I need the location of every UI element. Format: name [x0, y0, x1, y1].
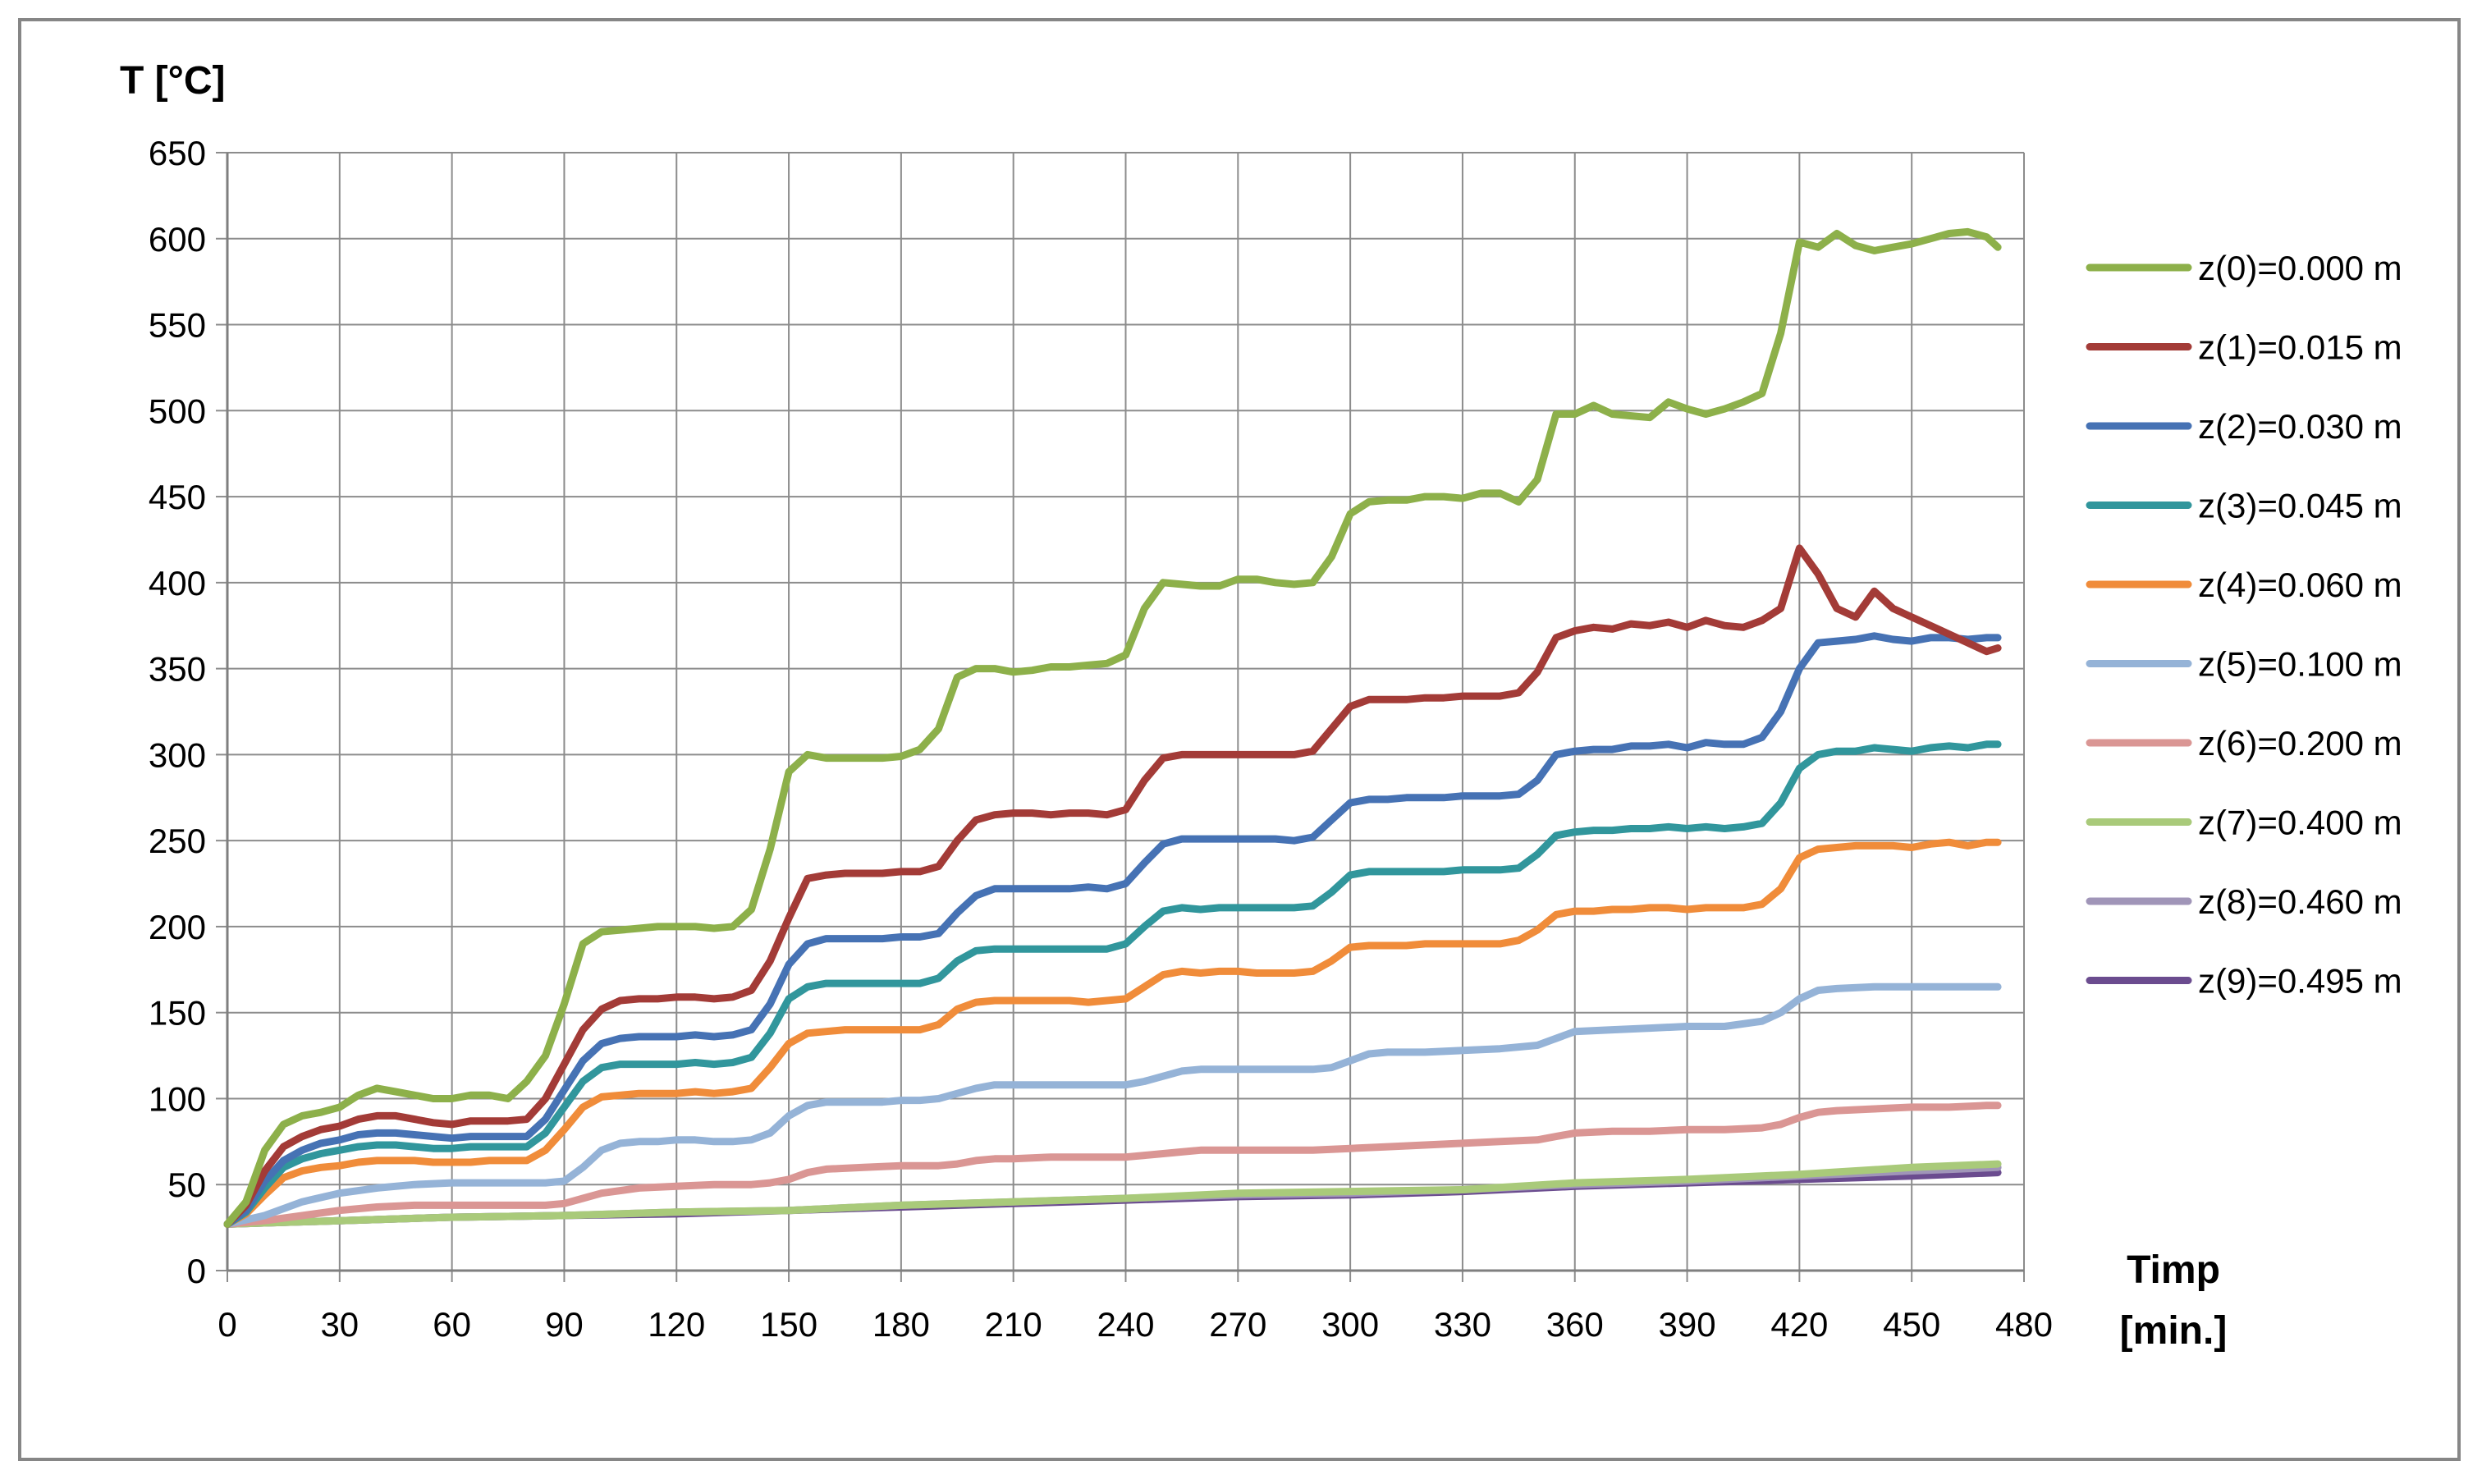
x-tick-label: 450	[1883, 1305, 1940, 1344]
legend-label-z7: z(7)=0.400 m	[2198, 804, 2402, 842]
y-tick-label: 650	[149, 134, 206, 172]
x-tick-label: 270	[1209, 1305, 1266, 1344]
y-tick-labels: 0 50 100 150 200 250 300 350 400 450 500 550 600 650	[149, 134, 206, 1290]
chart-frame: 0 50 100 150 200 250 300 350 400 450 500 550 600 650 …	[18, 18, 2461, 1461]
legend-label-z6: z(6)=0.200 m	[2198, 724, 2402, 763]
x-tick-label: 90	[545, 1305, 584, 1344]
x-tick-labels: 0 30 60 90 120 150 180 210 240 270 300 330 360 390 420…	[218, 1305, 2053, 1344]
legend-label-z0: z(0)=0.000 m	[2198, 249, 2402, 287]
x-tick-label: 60	[433, 1305, 471, 1344]
series-line-z3	[223, 740, 2002, 1228]
series-line-z4	[223, 838, 2002, 1228]
x-tick-label: 0	[218, 1305, 236, 1344]
legend: z(0)=0.000 m z(1)=0.015 m z(2)=0.030 m z(3)…	[2086, 249, 2402, 1001]
y-axis-title: T [°C]	[120, 59, 225, 103]
y-tick-label: 250	[149, 822, 206, 860]
legend-label-z1: z(1)=0.015 m	[2198, 328, 2402, 367]
x-tick-label: 120	[648, 1305, 705, 1344]
y-tick-label: 50	[167, 1166, 206, 1204]
series-line-z0	[223, 227, 2002, 1228]
y-tick-label: 350	[149, 650, 206, 689]
x-axis-unit: [min.]	[2120, 1309, 2228, 1353]
y-tick-label: 300	[149, 735, 206, 774]
y-tick-label: 450	[149, 478, 206, 516]
x-tick-label: 420	[1770, 1305, 1828, 1344]
y-tick-label: 550	[149, 306, 206, 345]
axes	[216, 152, 2025, 1282]
x-tick-label: 30	[320, 1305, 359, 1344]
y-tick-label: 400	[149, 564, 206, 602]
x-tick-label: 240	[1097, 1305, 1154, 1344]
legend-label-z8: z(8)=0.460 m	[2198, 882, 2402, 921]
y-tick-label: 0	[187, 1252, 206, 1290]
legend-label-z5: z(5)=0.100 m	[2198, 645, 2402, 684]
legend-label-z4: z(4)=0.060 m	[2198, 566, 2402, 604]
legend-label-z3: z(3)=0.045 m	[2198, 487, 2402, 525]
gridlines	[227, 152, 2025, 1271]
series-line-z7	[223, 1160, 2002, 1228]
series-lines	[223, 227, 2002, 1228]
x-tick-label: 330	[1434, 1305, 1491, 1344]
line-chart: 050100150200250300350400450500550600650 …	[120, 59, 2402, 1353]
legend-label-z9: z(9)=0.495 m	[2198, 962, 2402, 1001]
x-tick-label: 150	[760, 1305, 817, 1344]
x-tick-label: 360	[1546, 1305, 1604, 1344]
x-axis-title: Timp	[2127, 1248, 2220, 1292]
x-tick-label: 480	[1995, 1305, 2053, 1344]
y-tick-label: 500	[149, 392, 206, 430]
x-tick-label: 210	[985, 1305, 1042, 1344]
y-tick-label: 150	[149, 994, 206, 1033]
series-line-z1	[223, 544, 2002, 1228]
x-tick-label: 180	[872, 1305, 930, 1344]
legend-label-z2: z(2)=0.030 m	[2198, 407, 2402, 446]
series-line-z5	[223, 982, 2002, 1228]
x-tick-label: 390	[1659, 1305, 1716, 1344]
x-tick-label: 300	[1321, 1305, 1379, 1344]
series-line-z2	[223, 632, 2002, 1228]
series-line-z6	[223, 1102, 2002, 1228]
y-tick-label: 600	[149, 220, 206, 259]
y-tick-label: 200	[149, 908, 206, 946]
y-tick-label: 100	[149, 1079, 206, 1118]
